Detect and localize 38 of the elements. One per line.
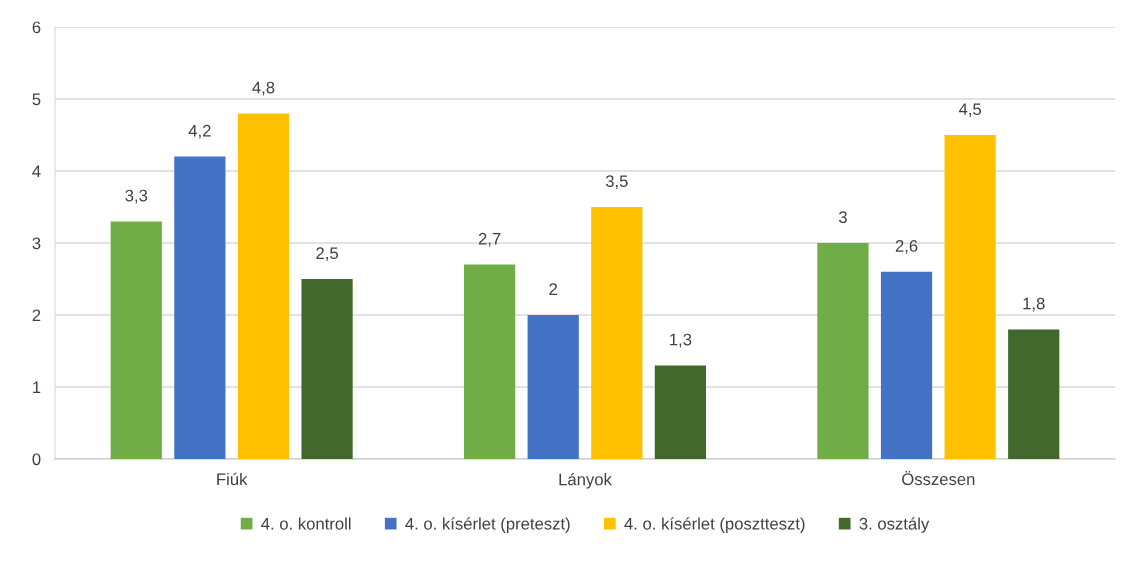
y-tick-label: 2 xyxy=(32,309,41,322)
x-tick-label: Lányok xyxy=(559,472,612,489)
bar xyxy=(174,156,226,459)
data-label: 2,5 xyxy=(316,247,338,262)
bar xyxy=(237,113,290,459)
data-label: 3,5 xyxy=(605,175,628,190)
data-label: 2 xyxy=(549,283,557,295)
bar xyxy=(527,315,579,459)
y-tick-label: 4 xyxy=(32,165,41,178)
bar xyxy=(1008,329,1060,459)
y-tick-label: 5 xyxy=(32,93,41,106)
data-label: 2,6 xyxy=(895,240,918,254)
bar xyxy=(301,279,353,459)
legend-label: 4. o. kísérlet (preteszt) xyxy=(405,517,570,533)
y-tick-label: 6 xyxy=(32,21,41,34)
legend-label: 4. o. kísérlet (posztteszt) xyxy=(624,517,805,533)
data-label: 4,2 xyxy=(188,124,211,139)
data-label: 4,8 xyxy=(252,81,275,96)
data-label: 3 xyxy=(838,211,847,224)
legend-label: 3. osztály xyxy=(859,517,930,533)
bar xyxy=(654,365,707,459)
legend-label: 4. o. kontroll xyxy=(261,517,351,530)
bar xyxy=(591,207,643,459)
x-tick-label: Összesen xyxy=(902,471,975,486)
y-tick-label: 3 xyxy=(32,237,41,250)
data-label: 3,3 xyxy=(125,189,148,204)
data-label: 1,8 xyxy=(1023,297,1045,312)
bar xyxy=(110,221,162,459)
data-label: 2,7 xyxy=(478,232,501,247)
y-tick-label: 1 xyxy=(33,381,41,394)
data-label: 4,5 xyxy=(958,103,982,118)
x-tick-label: Fiúk xyxy=(217,472,248,486)
y-tick-label: 0 xyxy=(32,453,41,466)
bar xyxy=(944,135,996,459)
bar xyxy=(880,271,933,459)
bar xyxy=(817,243,869,459)
data-label: 1,3 xyxy=(670,333,692,348)
bar xyxy=(463,264,516,459)
